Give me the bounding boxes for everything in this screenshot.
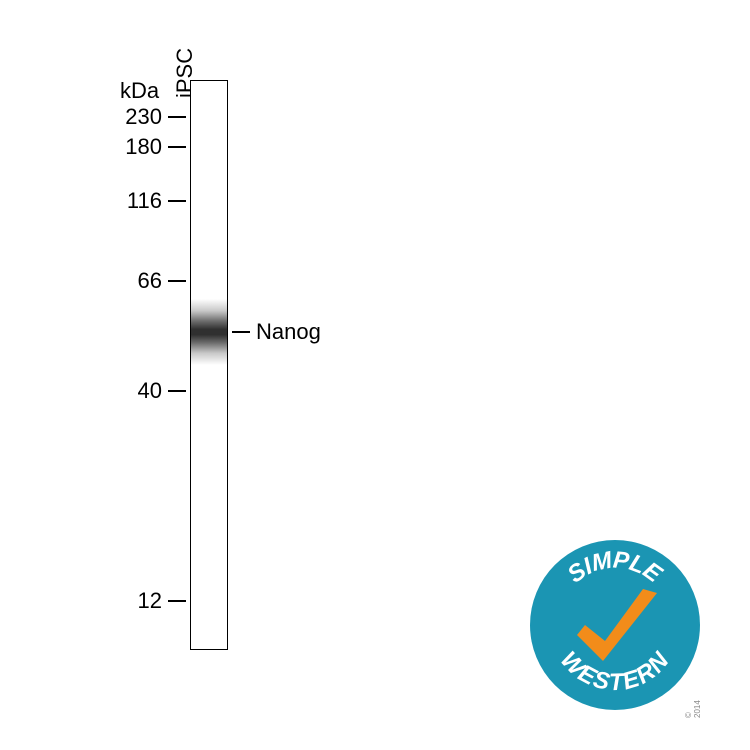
checkmark-icon <box>577 589 657 661</box>
marker-tick <box>168 200 186 202</box>
copyright-text: © 2014 <box>684 700 702 718</box>
marker-tick <box>168 146 186 148</box>
band-label: Nanog <box>256 319 321 345</box>
unit-label: kDa <box>120 78 159 104</box>
marker-label: 230 <box>100 104 162 130</box>
marker-label: 12 <box>100 588 162 614</box>
marker-label: 40 <box>100 378 162 404</box>
badge-text: WESTERN <box>555 646 675 696</box>
badge-svg: SIMPLE WESTERN <box>530 540 700 710</box>
blot-lane <box>190 80 228 650</box>
blot-band <box>191 299 227 365</box>
badge-text: SIMPLE <box>563 546 668 588</box>
marker-label: 180 <box>100 134 162 160</box>
marker-tick <box>168 600 186 602</box>
marker-tick <box>168 390 186 392</box>
simple-western-badge: SIMPLEWESTERN © 2014 <box>530 540 700 710</box>
marker-tick <box>168 280 186 282</box>
marker-tick <box>168 116 186 118</box>
marker-label: 116 <box>100 188 162 214</box>
badge-circle: SIMPLE WESTERN <box>530 540 700 710</box>
band-tick <box>232 331 250 333</box>
marker-label: 66 <box>100 268 162 294</box>
